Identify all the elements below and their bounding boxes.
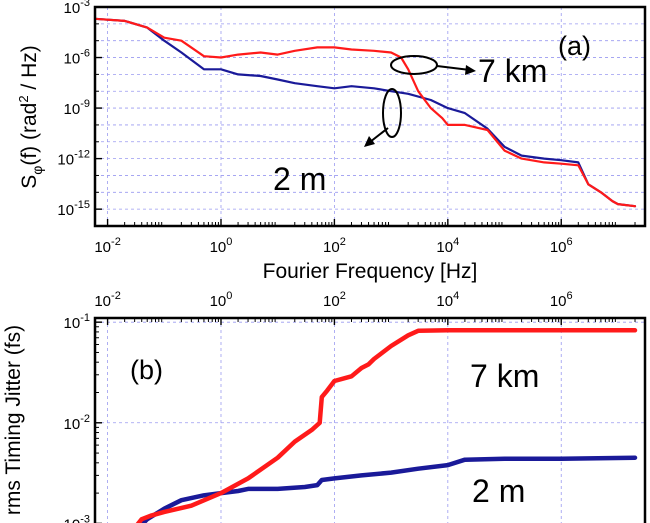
annotation-2m-label-b: 2 m (472, 473, 525, 509)
y-tick-label-a-0: 10-3 (64, 0, 90, 17)
x-tick-label-a-4-exp: 6 (567, 236, 573, 248)
x-tick-label-a-3-base: 10 (436, 239, 453, 256)
x-tick-label-b-4: 106 (550, 290, 573, 310)
x-tick-label-b-3-exp: 4 (453, 290, 459, 302)
annotation-7km-a: 7 km (390, 53, 547, 89)
y-tick-label-a-0-base: 10 (64, 0, 81, 17)
y-tick-label-a-1: 10-6 (64, 48, 90, 68)
x-tick-label-b-0-base: 10 (94, 293, 111, 310)
y-tick-label-a-1-exp: -6 (80, 48, 90, 60)
b-series-line-2m (140, 455, 638, 523)
grid-a (95, 7, 645, 226)
b-series-line-7km (135, 328, 638, 523)
panel-label-b: (b) (130, 355, 163, 385)
y-tick-label-a-4-exp: -15 (74, 199, 90, 211)
x-tick-label-b-2-exp: 2 (340, 290, 346, 302)
y-tick-label-b-1: 10-2 (64, 413, 90, 433)
x-tick-label-b-3-base: 10 (436, 293, 453, 310)
y-tick-label-b-2: 10-3 (64, 513, 90, 523)
x-tick-label-a-0-base: 10 (94, 239, 111, 256)
x-tick-label-b-0: 10-2 (94, 290, 120, 310)
svg-text:Sφ(f) (rad2 / Hz): Sφ(f) (rad2 / Hz) (16, 45, 45, 189)
x-tick-label-a-2: 102 (323, 236, 346, 256)
y-tick-label-a-2: 10-9 (64, 98, 90, 118)
x-tick-label-b-1: 100 (210, 290, 233, 310)
a-series-line-7km (95, 17, 637, 208)
x-tick-label-a-2-base: 10 (323, 239, 340, 256)
x-tick-label-a-0-exp: -2 (111, 236, 121, 248)
x-tick-label-b-2: 102 (323, 290, 346, 310)
x-tick-label-a-3-exp: 4 (453, 236, 459, 248)
y-tick-label-b-1-exp: -2 (80, 413, 90, 425)
annotation-2m-a: 2 m (273, 88, 402, 197)
x-tick-label-b-2-base: 10 (323, 293, 340, 310)
x-tick-label-b-0-exp: -2 (111, 290, 121, 302)
annotation-7km-label-b: 7 km (470, 358, 539, 394)
y-tick-label-a-0-exp: -3 (80, 0, 90, 9)
y-tick-label-a-3-base: 10 (57, 152, 74, 169)
y-tick-label-a-3-exp: -12 (74, 149, 90, 161)
y-tick-label-b-0-base: 10 (64, 315, 81, 332)
series-b (135, 328, 638, 523)
x-tick-label-a-2-exp: 2 (340, 236, 346, 248)
x-tick-label-a-4-base: 10 (550, 239, 567, 256)
plot-frame-b (93, 316, 647, 523)
y-tick-label-b-1-base: 10 (64, 416, 81, 433)
y-tick-label-b-2-base: 10 (64, 516, 81, 523)
y-axis-label-b: rms Timing Jitter (fs) (2, 325, 25, 515)
x-tick-label-b-3: 104 (436, 290, 459, 310)
y-tick-label-a-2-exp: -9 (80, 98, 90, 110)
series-a (95, 17, 637, 208)
y-axis-label-a: Sφ(f) (rad2 / Hz) (16, 45, 45, 189)
x-tick-label-a-1-base: 10 (210, 239, 227, 256)
x-tick-label-a-4: 106 (550, 236, 573, 256)
x-tick-label-a-1-exp: 0 (226, 236, 232, 248)
annotation-7km-label-a: 7 km (478, 53, 547, 89)
a-series-line-2m (95, 17, 637, 208)
y-tick-label-b-0-exp: -1 (80, 312, 90, 324)
x-axis-label-a: Fourier Frequency [Hz] (263, 260, 478, 283)
x-tick-label-b-1-base: 10 (210, 293, 227, 310)
annotation-2m-label-a: 2 m (273, 161, 326, 197)
y-tick-label-b-2-exp: -3 (80, 513, 90, 523)
y-tick-label-a-4-base: 10 (57, 202, 74, 219)
x-tick-label-b-1-exp: 0 (226, 290, 232, 302)
y-tick-label-b-0: 10-1 (64, 312, 90, 332)
y-tick-label-a-1-base: 10 (64, 51, 81, 68)
x-tick-label-b-4-base: 10 (550, 293, 567, 310)
y-tick-label-a-2-base: 10 (64, 101, 81, 118)
panel-label-a: (a) (558, 31, 591, 61)
y-tick-label-a-4: 10-15 (57, 199, 90, 219)
x-tick-label-a-1: 100 (210, 236, 233, 256)
x-tick-label-a-0: 10-2 (94, 236, 120, 256)
x-tick-label-b-4-exp: 6 (567, 290, 573, 302)
plot-frame-a (93, 5, 647, 228)
x-tick-label-a-3: 104 (436, 236, 459, 256)
grid-b (95, 318, 645, 523)
y-tick-label-a-3: 10-12 (57, 149, 90, 169)
